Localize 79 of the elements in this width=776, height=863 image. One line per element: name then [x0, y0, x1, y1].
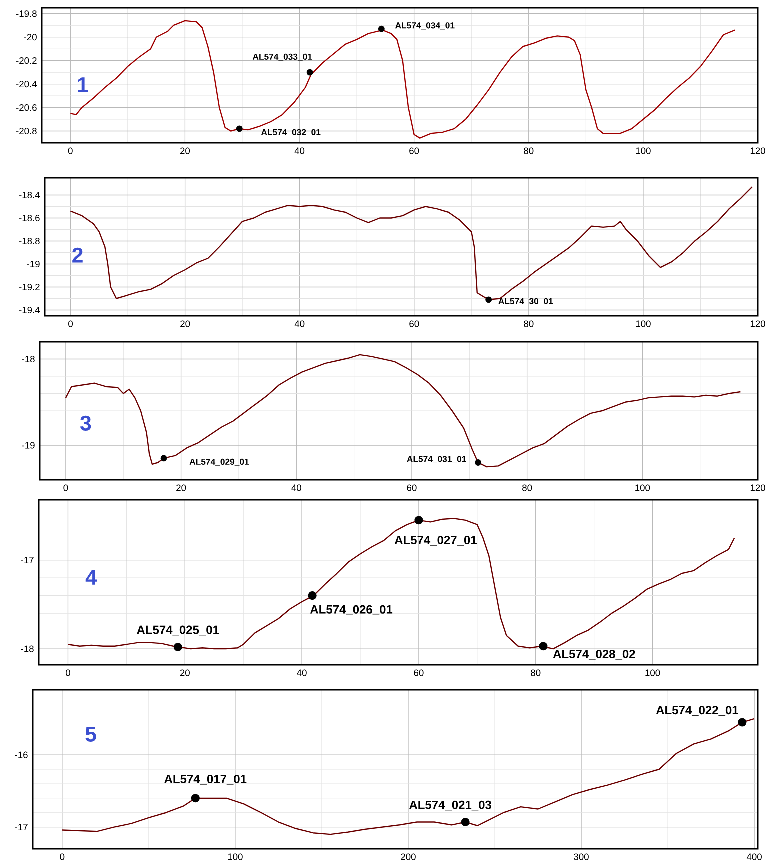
point — [378, 26, 385, 32]
annotation: AL574_017_01 — [164, 774, 247, 785]
x-tick-label: 100 — [636, 320, 651, 328]
y-tick-label: -17 — [21, 557, 34, 564]
x-tick-label: 0 — [68, 320, 74, 328]
point — [236, 126, 243, 132]
x-tick-label: 0 — [66, 670, 70, 676]
y-tick-label: -20.8 — [16, 128, 37, 135]
y-tick-label: -20.4 — [16, 81, 38, 88]
text: 5 — [86, 727, 96, 742]
x-tick-label: 100 — [636, 484, 650, 492]
x-tick-label: 0 — [64, 484, 68, 492]
x-tick-label: 80 — [522, 484, 532, 492]
x-tick-label: 120 — [750, 484, 766, 492]
x-tick-label: 40 — [292, 484, 302, 492]
y-tick-label: -17 — [15, 824, 28, 831]
y-tick-label: -16 — [15, 752, 28, 758]
annotation: AL574_026_01 — [310, 605, 393, 616]
y-tick-label: -20.2 — [16, 58, 37, 64]
x-tick-label: 400 — [746, 854, 762, 860]
x-tick-label: 100 — [646, 670, 660, 676]
x-tick-label: 60 — [410, 148, 420, 154]
annotation: AL574_033_01 — [252, 54, 312, 61]
annotation: AL574_021_03 — [410, 800, 492, 811]
x-tick-label: 200 — [401, 854, 416, 860]
x-tick-label: 120 — [750, 148, 766, 154]
annotation: AL574_30_01 — [498, 298, 554, 306]
x-tick-label: 80 — [524, 320, 534, 328]
point — [306, 69, 314, 76]
x-tick-label: 20 — [180, 670, 190, 676]
point — [461, 818, 470, 827]
annotation: AL574_027_01 — [394, 536, 477, 546]
x-tick-label: 60 — [407, 484, 417, 492]
point — [191, 794, 200, 803]
annotation: AL574_029_01 — [190, 458, 250, 466]
text: 4 — [86, 570, 98, 585]
y-tick-label: -19.2 — [19, 284, 40, 291]
point — [308, 592, 317, 600]
y-tick-label: -20.6 — [16, 104, 37, 112]
x-tick-label: 0 — [60, 854, 65, 860]
x-tick-label: 60 — [410, 320, 420, 328]
x-tick-label: 80 — [531, 670, 541, 676]
x-tick-label: 20 — [176, 484, 186, 492]
x-tick-label: 300 — [574, 854, 589, 860]
x-tick-label: 40 — [294, 320, 305, 328]
y-tick-label: -18.8 — [19, 238, 40, 245]
y-tick-label: -19 — [22, 442, 35, 449]
annotation: AL574_025_01 — [137, 626, 220, 636]
line-series — [70, 20, 736, 139]
y-tick-label: -19 — [27, 260, 40, 268]
x-tick-label: 60 — [414, 670, 424, 676]
x-tick-label: 0 — [68, 148, 73, 154]
text: 1 — [78, 78, 88, 92]
y-tick-label: -18 — [22, 356, 35, 363]
y-tick-label: -18.4 — [19, 192, 40, 199]
point — [174, 642, 182, 652]
annotation: AL574_022_01 — [656, 706, 738, 716]
annotation: AL574_032_01 — [261, 129, 321, 136]
annotation: AL574_028_02 — [553, 650, 636, 660]
y-tick-label: -18.6 — [19, 214, 40, 222]
y-tick-label: -20 — [24, 34, 37, 41]
x-tick-label: 120 — [750, 320, 766, 328]
x-tick-label: 40 — [297, 670, 307, 676]
text: 2 — [72, 248, 83, 263]
x-tick-label: 20 — [180, 148, 190, 154]
point — [539, 642, 548, 651]
annotation: AL574_031_01 — [407, 456, 466, 464]
x-tick-label: 80 — [524, 148, 534, 154]
y-tick-label: -19.4 — [19, 306, 40, 314]
x-tick-label: 40 — [294, 148, 305, 154]
point — [738, 718, 747, 727]
x-tick-label: 100 — [228, 854, 243, 860]
annotation: AL574_034_01 — [395, 22, 455, 30]
text: 3 — [80, 416, 92, 431]
y-tick-label: -19.8 — [16, 10, 37, 18]
y-tick-label: -18 — [21, 646, 34, 652]
x-tick-label: 100 — [636, 148, 651, 154]
x-tick-label: 20 — [180, 320, 190, 328]
point — [414, 516, 424, 525]
